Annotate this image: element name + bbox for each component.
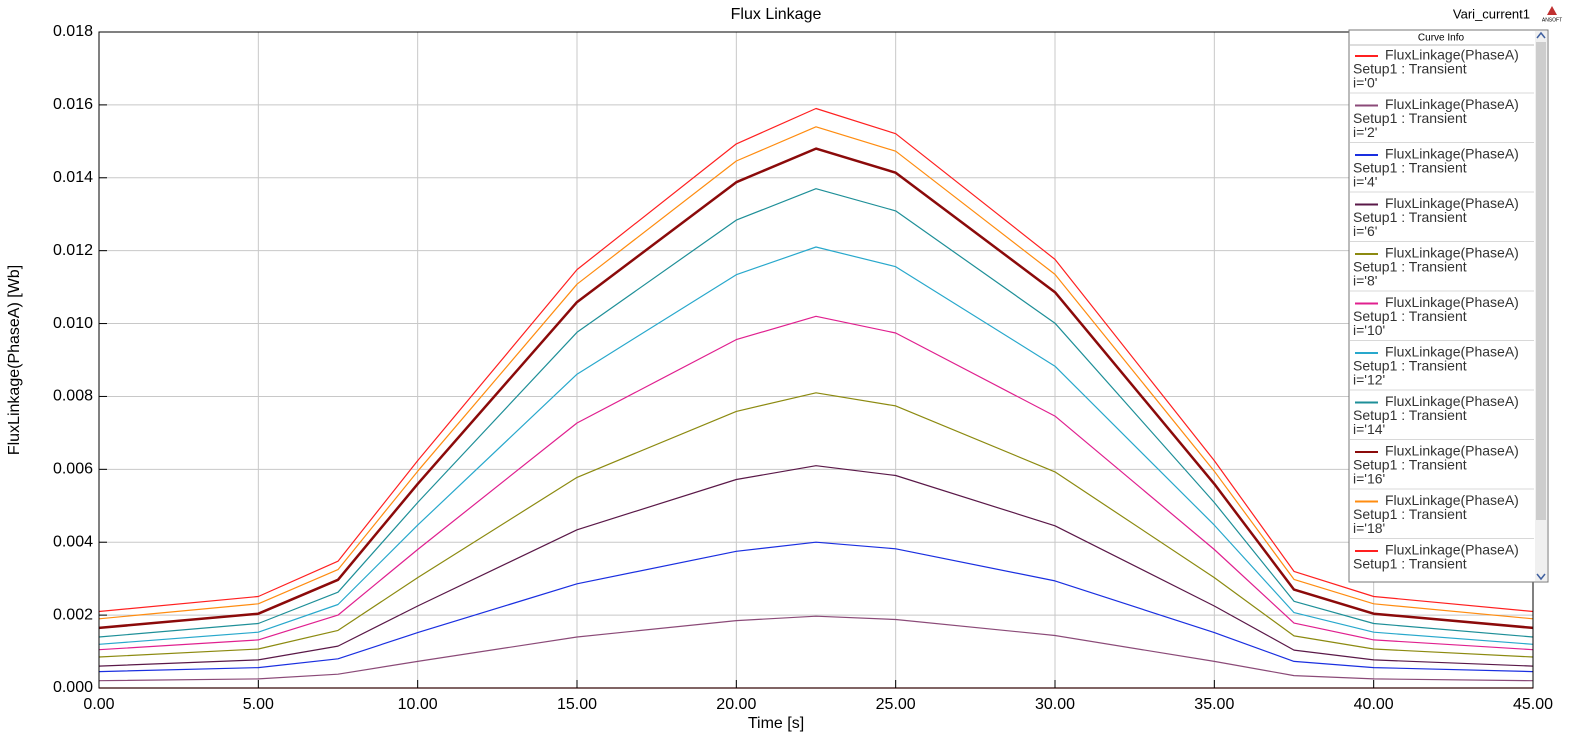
series-line <box>99 315 1534 651</box>
legend-name: FluxLinkage(PhaseA) <box>1385 443 1519 459</box>
legend-param: i='4' <box>1353 174 1377 190</box>
series-line <box>99 147 1534 630</box>
x-tick-label: 15.00 <box>557 696 597 713</box>
y-tick-label: 0.012 <box>53 242 93 259</box>
legend-name: FluxLinkage(PhaseA) <box>1385 47 1519 63</box>
x-tick-label: 30.00 <box>1035 696 1075 713</box>
y-tick-label: 0.010 <box>53 315 93 332</box>
series-line <box>99 246 1534 645</box>
plot-lines <box>99 107 1534 689</box>
legend-setup: Setup1 : Transient <box>1353 457 1467 473</box>
legend-setup: Setup1 : Transient <box>1353 110 1467 126</box>
legend-name: FluxLinkage(PhaseA) <box>1385 542 1519 558</box>
scroll-up[interactable] <box>1536 31 1546 39</box>
series-line <box>99 392 1534 658</box>
y-tick-label: 0.008 <box>53 388 93 405</box>
legend-name: FluxLinkage(PhaseA) <box>1385 344 1519 360</box>
legend-setup: Setup1 : Transient <box>1353 259 1467 275</box>
x-tick-label: 45.00 <box>1513 696 1553 713</box>
legend-setup: Setup1 : Transient <box>1353 556 1467 572</box>
scroll-down[interactable] <box>1536 573 1546 581</box>
legend-setup: Setup1 : Transient <box>1353 407 1467 423</box>
svg-text:ANSOFT: ANSOFT <box>1542 17 1562 23</box>
x-tick-label: 25.00 <box>876 696 916 713</box>
legend-param: i='12' <box>1353 372 1385 388</box>
legend-setup: Setup1 : Transient <box>1353 506 1467 522</box>
legend: Curve Info FluxLinkage(PhaseA)Setup1 : T… <box>1348 29 1549 583</box>
legend-param: i='8' <box>1353 273 1377 289</box>
legend-title: Curve Info <box>1418 33 1465 44</box>
x-axis-label: Time [s] <box>748 715 804 732</box>
x-tick-label: 40.00 <box>1354 696 1394 713</box>
legend-setup: Setup1 : Transient <box>1353 209 1467 225</box>
legend-setup: Setup1 : Transient <box>1353 308 1467 324</box>
legend-param: i='0' <box>1353 75 1377 91</box>
legend-param: i='16' <box>1353 471 1385 487</box>
x-tick-label: 5.00 <box>243 696 274 713</box>
legend-name: FluxLinkage(PhaseA) <box>1385 492 1519 508</box>
scrollbar-thumb[interactable] <box>1536 42 1546 520</box>
legend-setup: Setup1 : Transient <box>1353 160 1467 176</box>
x-tick-label: 0.00 <box>83 696 114 713</box>
legend-items: FluxLinkage(PhaseA)Setup1 : Transienti='… <box>1350 47 1534 572</box>
y-axis-label: FluxLinkage(PhaseA) [Wb] <box>6 265 23 455</box>
y-tick-label: 0.006 <box>53 461 93 478</box>
legend-param: i='18' <box>1353 520 1385 536</box>
x-tick-label: 35.00 <box>1194 696 1234 713</box>
series-line <box>99 541 1534 673</box>
legend-name: FluxLinkage(PhaseA) <box>1385 393 1519 409</box>
legend-setup: Setup1 : Transient <box>1353 61 1467 77</box>
y-tick-label: 0.014 <box>53 169 93 186</box>
series-line <box>99 465 1534 667</box>
series-line <box>99 615 1534 682</box>
y-tick-label: 0.004 <box>53 533 93 550</box>
series-line <box>99 126 1534 620</box>
legend-setup: Setup1 : Transient <box>1353 358 1467 374</box>
legend-param: i='14' <box>1353 421 1385 437</box>
y-tick-label: 0.018 <box>53 23 93 40</box>
legend-param: i='6' <box>1353 223 1377 239</box>
legend-name: FluxLinkage(PhaseA) <box>1385 146 1519 162</box>
report-name: Vari_current1 <box>1453 6 1530 21</box>
y-tick-label: 0.002 <box>53 606 93 623</box>
x-tick-label: 20.00 <box>716 696 756 713</box>
legend-name: FluxLinkage(PhaseA) <box>1385 245 1519 261</box>
axes: 0.00 5.00 10.00 15.00 20.00 25.00 30.00 35.00 40… <box>53 23 1553 713</box>
legend-name: FluxLinkage(PhaseA) <box>1385 96 1519 112</box>
y-tick-label: 0.016 <box>53 96 93 113</box>
series-line <box>99 188 1534 638</box>
legend-name: FluxLinkage(PhaseA) <box>1385 195 1519 211</box>
chart-title: Flux Linkage <box>731 6 822 23</box>
legend-param: i='2' <box>1353 124 1377 140</box>
y-tick-label: 0.000 <box>53 679 93 696</box>
x-tick-label: 10.00 <box>398 696 438 713</box>
logo: ANSOFT <box>1542 6 1562 23</box>
legend-param: i='10' <box>1353 322 1385 338</box>
legend-name: FluxLinkage(PhaseA) <box>1385 294 1519 310</box>
legend-box <box>1348 29 1549 583</box>
series-line <box>99 107 1534 613</box>
